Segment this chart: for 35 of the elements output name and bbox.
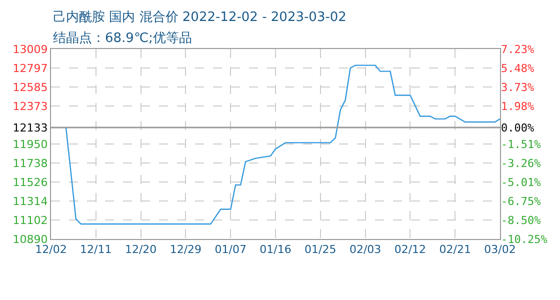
y-tick-label: 13009 (12, 42, 48, 56)
x-tick-label: 12/29 (170, 243, 202, 256)
y-tick-label: 11102 (12, 214, 48, 227)
y2-tick-label: 0.00% (501, 121, 534, 134)
y-tick-label: 11950 (12, 138, 48, 151)
y2-tick-label: 1.98% (501, 100, 534, 113)
x-tick-label: 12/20 (124, 243, 157, 256)
y2-tick-label: -8.50% (501, 214, 542, 227)
x-tick-label: 01/07 (214, 243, 246, 256)
y2-tick-label: 7.23% (501, 42, 534, 56)
y-tick-label: 12585 (12, 80, 48, 94)
y-tick-label: 12133 (12, 121, 48, 134)
x-tick-label: 02/03 (349, 243, 382, 256)
y-tick-label: 11738 (12, 156, 48, 170)
y2-tick-label: -3.26% (501, 156, 542, 170)
y-tick-label: 10890 (12, 232, 48, 246)
x-tick-label: 02/21 (439, 243, 471, 256)
y2-tick-label: 3.73% (501, 80, 534, 94)
y2-tick-label: -5.01% (501, 176, 542, 189)
chart-subtitle: 结晶点：68.9℃;优等品 (53, 31, 192, 46)
y2-tick-label: -1.51% (501, 138, 542, 151)
x-tick-label: 12/11 (80, 243, 112, 256)
y2-tick-label: -6.75% (501, 194, 542, 208)
x-tick-label: 01/16 (260, 243, 292, 256)
x-tick-label: 12/02 (35, 243, 67, 256)
y-tick-label: 12373 (12, 100, 48, 113)
y-tick-label: 12797 (12, 62, 48, 75)
y2-tick-label: 5.48% (501, 62, 534, 75)
y-tick-label: 11526 (12, 176, 48, 189)
y-tick-label: 11314 (12, 194, 48, 208)
x-tick-label: 02/12 (394, 243, 426, 256)
x-tick-label: 01/25 (304, 243, 336, 256)
y2-tick-label: -10.25% (501, 232, 548, 246)
x-tick-label: 03/02 (484, 243, 516, 256)
chart-title: 己内酰胺 国内 混合价 2022-12-02 - 2023-03-02 (53, 10, 346, 25)
